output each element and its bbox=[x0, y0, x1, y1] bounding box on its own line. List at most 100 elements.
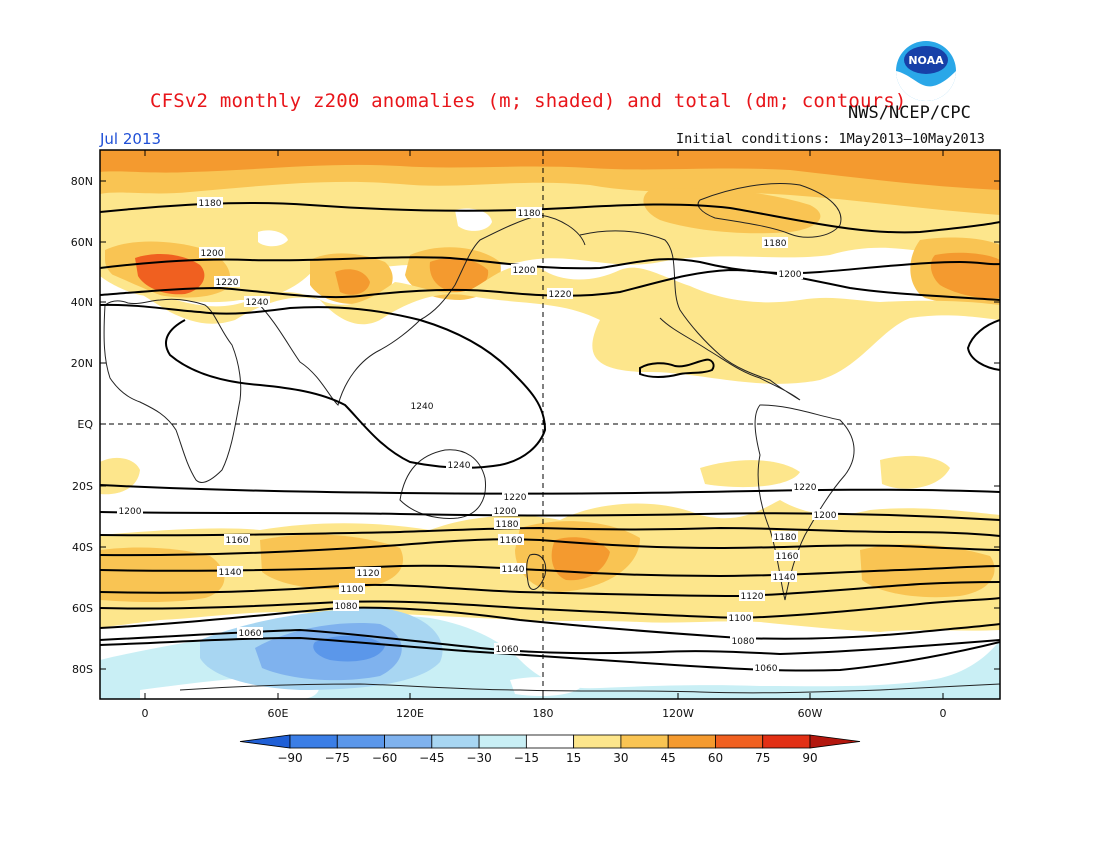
lat-tick-label: 80S bbox=[72, 663, 93, 676]
lat-tick-label: 20N bbox=[71, 357, 93, 370]
contour-label: 1080 bbox=[732, 637, 755, 647]
contour-line bbox=[100, 597, 1000, 620]
contour-label: 1200 bbox=[814, 511, 837, 521]
colorbar-segment bbox=[620, 734, 669, 749]
contour-label: 1100 bbox=[341, 585, 364, 595]
contour-label: 1220 bbox=[549, 290, 572, 300]
colorbar-label: 90 bbox=[802, 751, 817, 765]
contour-label: 1140 bbox=[773, 573, 796, 583]
colorbar-segment bbox=[715, 734, 764, 749]
contour-line bbox=[100, 628, 1000, 656]
contour-label: 1200 bbox=[119, 507, 142, 517]
contour-label: 1060 bbox=[239, 629, 262, 639]
contour-label: 1200 bbox=[779, 270, 802, 280]
contour-line bbox=[100, 538, 1000, 557]
height-contours bbox=[100, 201, 1000, 672]
anomaly-region bbox=[643, 188, 821, 234]
contour-line bbox=[100, 581, 1000, 598]
colorbar-segment bbox=[478, 734, 527, 749]
lat-tick-label: 20S bbox=[72, 480, 93, 493]
lon-tick-label: 60E bbox=[268, 707, 289, 720]
noaa-logo-icon: NOAA bbox=[896, 41, 956, 101]
colorbar-segment bbox=[289, 734, 338, 749]
contour-label-bg bbox=[774, 550, 800, 561]
anomaly-region bbox=[260, 534, 404, 590]
lon-tick-label: 60W bbox=[798, 707, 823, 720]
colorbar-label: 30 bbox=[613, 751, 628, 765]
contour-label: 1240 bbox=[246, 298, 269, 308]
contour-label-bg bbox=[753, 662, 779, 673]
contour-label-bg bbox=[547, 288, 573, 299]
contour-label-bg bbox=[117, 505, 143, 516]
contour-label-bg bbox=[502, 491, 528, 502]
anomaly-region bbox=[860, 544, 995, 598]
colorbar-label: 60 bbox=[708, 751, 723, 765]
anomaly-region bbox=[429, 257, 489, 293]
anomaly-region bbox=[551, 537, 610, 581]
colorbar-segment bbox=[239, 734, 291, 749]
contour-label: 1200 bbox=[513, 266, 536, 276]
anomaly-region bbox=[455, 208, 492, 231]
colorbar-label: −60 bbox=[372, 751, 397, 765]
contour-label: 1200 bbox=[494, 507, 517, 517]
contour-label: 1060 bbox=[496, 645, 519, 655]
colorbar-segment bbox=[431, 734, 480, 749]
contour-line bbox=[100, 526, 1000, 537]
anomaly-region bbox=[313, 635, 385, 662]
lon-tick-label: 0 bbox=[142, 707, 149, 720]
contour-label-bg bbox=[511, 264, 537, 275]
colorbar-label: −30 bbox=[466, 751, 491, 765]
contour-label: 1100 bbox=[729, 614, 752, 624]
lat-tick-label: 60N bbox=[71, 236, 93, 249]
contour-label-bg bbox=[739, 590, 765, 601]
anomaly-region bbox=[700, 460, 800, 488]
contour-label-bg bbox=[214, 276, 240, 287]
contour-label-bg bbox=[355, 567, 381, 578]
contour-label-bg bbox=[762, 237, 788, 248]
anomaly-region bbox=[135, 254, 205, 295]
colorbar-segment bbox=[762, 734, 811, 749]
lat-tick-label: 80N bbox=[71, 175, 93, 188]
month-label: Jul 2013 bbox=[100, 130, 162, 148]
contour-label: 1180 bbox=[764, 239, 787, 249]
contour-label: 1120 bbox=[741, 592, 764, 602]
contour-label: 1120 bbox=[357, 569, 380, 579]
anomaly-region bbox=[100, 547, 225, 602]
anomaly-region bbox=[100, 150, 1000, 190]
contour-label: 1180 bbox=[518, 209, 541, 219]
contour-label: 1060 bbox=[755, 664, 778, 674]
colorbar-segment bbox=[525, 734, 575, 749]
contour-line bbox=[966, 319, 1000, 371]
contour-label: 1220 bbox=[216, 278, 239, 288]
contour-label-bg bbox=[777, 268, 803, 279]
antarctica-outline bbox=[179, 683, 1000, 694]
contour-label: 1240 bbox=[411, 402, 434, 412]
contour-label-bg bbox=[492, 505, 518, 516]
colorbar-segment bbox=[336, 734, 385, 749]
contour-label-bg bbox=[244, 296, 270, 307]
colorbar-label: 75 bbox=[755, 751, 770, 765]
contour-label-bg bbox=[217, 566, 243, 577]
new-zealand-outline bbox=[526, 553, 547, 590]
contour-line bbox=[100, 564, 1000, 578]
contour-label-bg bbox=[409, 400, 435, 411]
contour-label: 1200 bbox=[201, 249, 224, 259]
lat-tick-label: EQ bbox=[77, 418, 93, 431]
colorbar-segment bbox=[667, 734, 716, 749]
contour-line bbox=[100, 511, 1000, 521]
longitude-axis: 0 60E 120E 180 120W 60W 0 bbox=[142, 150, 947, 720]
lon-tick-label: 120E bbox=[396, 707, 424, 720]
contour-label-bg bbox=[792, 481, 818, 492]
agency-label: NWS/NCEP/CPC bbox=[848, 103, 971, 123]
contour-line bbox=[100, 201, 1000, 234]
greenland-outline bbox=[697, 183, 842, 238]
contour-label-bg bbox=[333, 600, 359, 611]
africa-outline bbox=[103, 298, 242, 483]
colorbar: −90 −75 −60 −45 −30 −15 15 30 45 60 75 90 bbox=[239, 734, 861, 765]
contour-label-bg bbox=[339, 583, 365, 594]
colorbar-label: −45 bbox=[419, 751, 444, 765]
contour-line bbox=[100, 303, 547, 469]
contour-label-bg bbox=[237, 627, 263, 638]
initial-conditions-label: Initial conditions: 1May2013—10May2013 bbox=[676, 131, 985, 147]
contour-label: 1220 bbox=[794, 483, 817, 493]
